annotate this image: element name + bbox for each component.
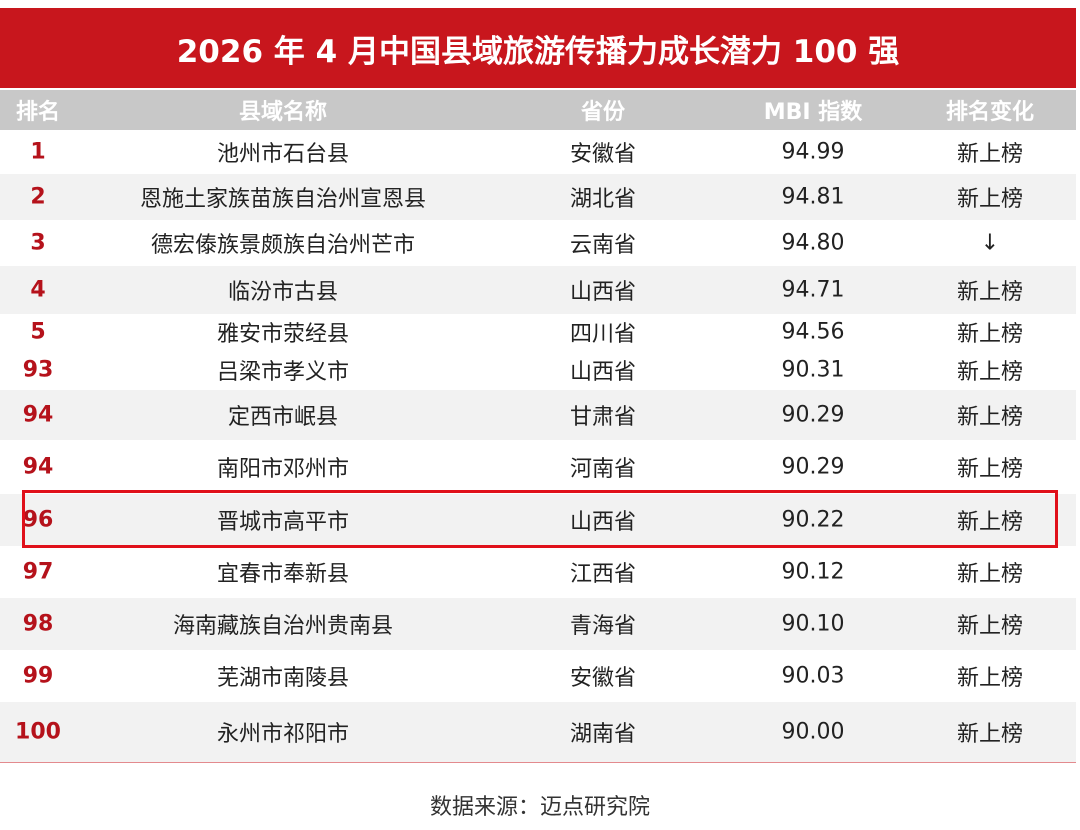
table-cell: 90.31 xyxy=(781,357,845,383)
table-cell: ↓ xyxy=(980,230,1000,256)
table-cell: 新上榜 xyxy=(956,405,1024,430)
table-cell: 山西省 xyxy=(569,360,637,385)
table-cell: 永州市祁阳市 xyxy=(216,722,350,747)
rank: 3 xyxy=(30,230,46,256)
table-row: 2 恩施土家族苗族自治州宣恩县 湖北省 94.81 新上榜 xyxy=(0,174,1076,220)
table-cell: 晋城市高平市 xyxy=(216,510,350,535)
table-cell: 安徽省 xyxy=(569,666,637,691)
table-row: 1 池州市石台县 安徽省 94.99 新上榜 xyxy=(0,130,1076,174)
source: 数据来源：迈点研究院 xyxy=(429,795,651,820)
table-cell: 新上榜 xyxy=(956,562,1024,587)
table-cell: 湖南省 xyxy=(569,722,637,747)
table-row: 99 芜湖市南陵县 安徽省 90.03 新上榜 xyxy=(0,650,1076,702)
rank: 2 xyxy=(30,184,46,210)
table-cell: 雅安市荥经县 xyxy=(216,322,350,347)
table-cell: 新上榜 xyxy=(956,510,1024,535)
table-row: 97 宜春市奉新县 江西省 90.12 新上榜 xyxy=(0,546,1076,598)
table-cell: 新上榜 xyxy=(956,360,1024,385)
header-cell: 排名变化 xyxy=(945,100,1035,125)
rank: 94 xyxy=(22,454,54,480)
header-cell: 省份 xyxy=(580,100,626,125)
table-cell: 新上榜 xyxy=(956,457,1024,482)
table-row: 93 吕梁市孝义市 山西省 90.31 新上榜 xyxy=(0,350,1076,390)
table-cell: 临汾市古县 xyxy=(227,280,339,305)
bottom-rule xyxy=(0,762,1076,763)
table-cell: 海南藏族自治州贵南县 xyxy=(172,614,394,639)
rank: 96 xyxy=(22,507,54,533)
table-cell: 94.71 xyxy=(781,277,845,303)
table-cell: 新上榜 xyxy=(956,322,1024,347)
table-cell: 恩施土家族苗族自治州宣恩县 xyxy=(139,187,427,212)
table-cell: 池州市石台县 xyxy=(216,142,350,167)
table-cell: 90.22 xyxy=(781,507,845,533)
table-cell: 河南省 xyxy=(569,457,637,482)
table-row: 94 定西市岷县 甘肃省 90.29 新上榜 xyxy=(0,390,1076,440)
table-cell: 90.03 xyxy=(781,663,845,689)
table-cell: 山西省 xyxy=(569,510,637,535)
table-cell: 新上榜 xyxy=(956,614,1024,639)
table-cell: 甘肃省 xyxy=(569,405,637,430)
table-header: 排名 县域名称 省份 MBI 指数 排名变化 xyxy=(0,90,1076,130)
rank: 98 xyxy=(22,611,54,637)
table-cell: 新上榜 xyxy=(956,722,1024,747)
table-cell: 94.56 xyxy=(781,319,845,345)
rank: 94 xyxy=(22,402,54,428)
table-cell: 94.81 xyxy=(781,184,845,210)
table-cell: 90.10 xyxy=(781,611,845,637)
table-row: 96 晋城市高平市 山西省 90.22 新上榜 xyxy=(0,494,1076,546)
table-cell: 山西省 xyxy=(569,280,637,305)
title: 2026 年 4 月中国县域旅游传播力成长潜力 100 强 xyxy=(0,8,1076,88)
table-cell: 德宏傣族景颇族自治州芒市 xyxy=(150,233,416,258)
rank: 100 xyxy=(15,719,61,745)
table-cell: 90.12 xyxy=(781,559,845,585)
table-cell: 四川省 xyxy=(569,322,637,347)
rank: 93 xyxy=(22,357,54,383)
table-cell: 94.99 xyxy=(781,139,845,165)
table-cell: 94.80 xyxy=(781,230,845,256)
table-cell: 90.00 xyxy=(781,719,845,745)
table-row: 4 临汾市古县 山西省 94.71 新上榜 xyxy=(0,266,1076,314)
table-cell: 吕梁市孝义市 xyxy=(216,360,350,385)
header-cell: 县域名称 xyxy=(238,100,328,125)
table-row: 3 德宏傣族景颇族自治州芒市 云南省 94.80 ↓ xyxy=(0,220,1076,266)
rank: 99 xyxy=(22,663,54,689)
table-row: 100 永州市祁阳市 湖南省 90.00 新上榜 xyxy=(0,702,1076,762)
table-cell: 新上榜 xyxy=(956,142,1024,167)
table-cell: 宜春市奉新县 xyxy=(216,562,350,587)
rank: 4 xyxy=(30,277,46,303)
highlight-box xyxy=(22,490,1058,548)
header-cell: 排名 xyxy=(15,100,61,125)
header-cell: MBI 指数 xyxy=(763,100,863,125)
table-cell: 定西市岷县 xyxy=(227,405,339,430)
table-cell: 江西省 xyxy=(569,562,637,587)
table-cell: 90.29 xyxy=(781,454,845,480)
table-cell: 青海省 xyxy=(569,614,637,639)
table-row: 5 雅安市荥经县 四川省 94.56 新上榜 xyxy=(0,314,1076,350)
rank: 1 xyxy=(30,139,46,165)
table-row: 98 海南藏族自治州贵南县 青海省 90.10 新上榜 xyxy=(0,598,1076,650)
table-cell: 新上榜 xyxy=(956,666,1024,691)
rank: 97 xyxy=(22,559,54,585)
table-cell: 云南省 xyxy=(569,233,637,258)
rank: 5 xyxy=(30,319,46,345)
table-cell: 新上榜 xyxy=(956,187,1024,212)
table-row: 94 南阳市邓州市 河南省 90.29 新上榜 xyxy=(0,440,1076,494)
table-cell: 湖北省 xyxy=(569,187,637,212)
table-cell: 南阳市邓州市 xyxy=(216,457,350,482)
table-cell: 90.29 xyxy=(781,402,845,428)
table-cell: 芜湖市南陵县 xyxy=(216,666,350,691)
table-cell: 安徽省 xyxy=(569,142,637,167)
table-cell: 新上榜 xyxy=(956,280,1024,305)
